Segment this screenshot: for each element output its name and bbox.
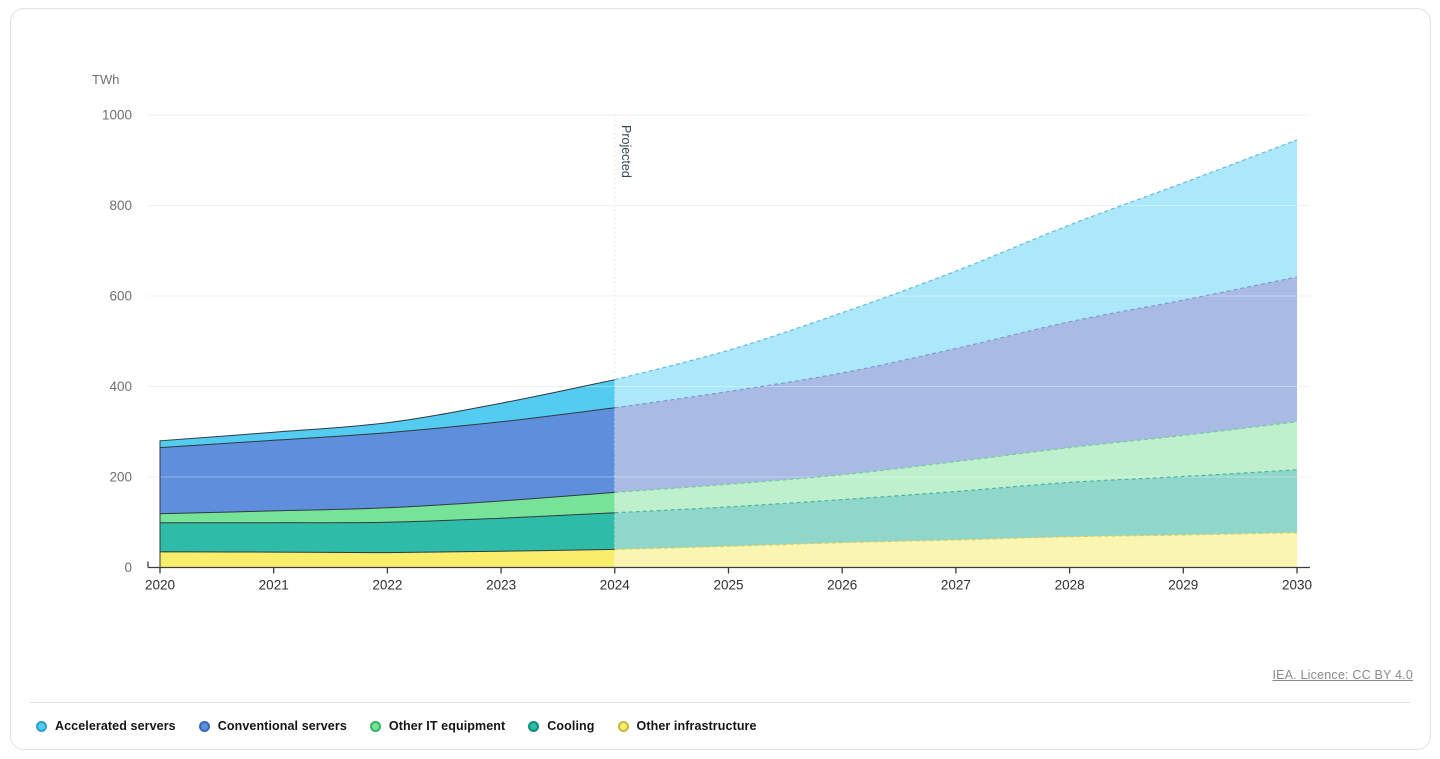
chart-legend: Accelerated servers Conventional servers O… <box>36 712 757 740</box>
area-projected-other-infrastructure <box>614 532 1297 568</box>
series-boundary-lines <box>159 139 1298 568</box>
edge-projected-accelerated-servers <box>614 139 1298 381</box>
x-tick-label-2021: 2021 <box>259 578 289 593</box>
x-axis <box>147 561 1310 574</box>
x-tick-label-2028: 2028 <box>1055 578 1085 593</box>
x-tick-label-2020: 2020 <box>145 578 175 593</box>
edge-projected-other-infrastructure <box>614 532 1298 550</box>
legend-divider <box>30 702 1410 703</box>
x-tick-label-2022: 2022 <box>372 578 402 593</box>
y-tick-label-600: 600 <box>109 289 132 304</box>
x-tick-label-2029: 2029 <box>1168 578 1198 593</box>
legend-swatch <box>36 720 47 732</box>
legend-label: Other infrastructure <box>636 719 757 733</box>
legend-label: Other IT equipment <box>388 719 506 733</box>
y-tick-label-800: 800 <box>109 198 132 213</box>
legend-item-cooling[interactable]: Cooling <box>528 719 594 733</box>
edge-historical-cooling <box>159 512 615 552</box>
legend-item-other-it-equipment[interactable]: Other IT equipment <box>369 719 506 733</box>
x-tick-label-2026: 2026 <box>827 578 857 593</box>
legend-item-accelerated-servers[interactable]: Accelerated servers <box>36 719 176 733</box>
edge-projected-other-it-equipment <box>614 421 1298 493</box>
y-tick-label-1000: 1000 <box>102 108 132 123</box>
area-historical-accelerated-servers <box>160 379 615 448</box>
area-projected-accelerated-servers <box>614 139 1297 408</box>
legend-swatch <box>369 720 381 732</box>
legend-swatch <box>528 720 540 732</box>
y-tick-label-400: 400 <box>109 379 132 394</box>
legend-label: Conventional servers <box>217 719 347 733</box>
edge-projected-conventional-servers <box>614 276 1298 409</box>
x-tick-label-2030: 2030 <box>1282 578 1312 593</box>
edge-historical-accelerated-servers <box>159 379 615 448</box>
area-historical-other-infrastructure <box>160 549 615 568</box>
y-axis-unit-label: TWh <box>92 72 119 87</box>
legend-swatch <box>198 720 210 732</box>
legend-item-other-infrastructure[interactable]: Other infrastructure <box>617 719 757 733</box>
gridlines-overlay <box>148 114 1310 478</box>
y-tick-label-0: 0 <box>124 560 132 575</box>
edge-projected-cooling <box>614 469 1298 514</box>
x-tick-label-2027: 2027 <box>941 578 971 593</box>
x-tick-label-2025: 2025 <box>713 578 743 593</box>
legend-label: Cooling <box>547 719 595 733</box>
edge-historical-other-infrastructure <box>159 548 615 568</box>
legend-swatch <box>617 720 629 732</box>
area-projected-conventional-servers <box>614 277 1297 493</box>
area-series <box>160 139 1297 568</box>
x-tick-label-2024: 2024 <box>600 578 631 593</box>
y-tick-label-200: 200 <box>109 470 132 485</box>
edge-historical-other-it-equipment <box>159 491 615 523</box>
area-historical-other-it-equipment <box>160 492 615 523</box>
area-projected-other-it-equipment <box>614 421 1297 513</box>
area-projected-cooling <box>614 469 1297 550</box>
legend-item-conventional-servers[interactable]: Conventional servers <box>198 719 347 733</box>
x-tick-label-2023: 2023 <box>486 578 516 593</box>
legend-label: Accelerated servers <box>55 719 176 733</box>
axis-tick-labels: 0 200 400 600 800 1000 2020 2021 2022 2023 2024 202… <box>102 108 1312 593</box>
area-historical-conventional-servers <box>160 407 615 514</box>
projected-annotation: Projected <box>619 125 633 178</box>
edge-historical-conventional-servers <box>159 407 615 514</box>
area-historical-cooling <box>160 512 615 553</box>
source-licence-link[interactable]: IEA. Licence: CC BY 4.0 <box>1272 668 1413 682</box>
